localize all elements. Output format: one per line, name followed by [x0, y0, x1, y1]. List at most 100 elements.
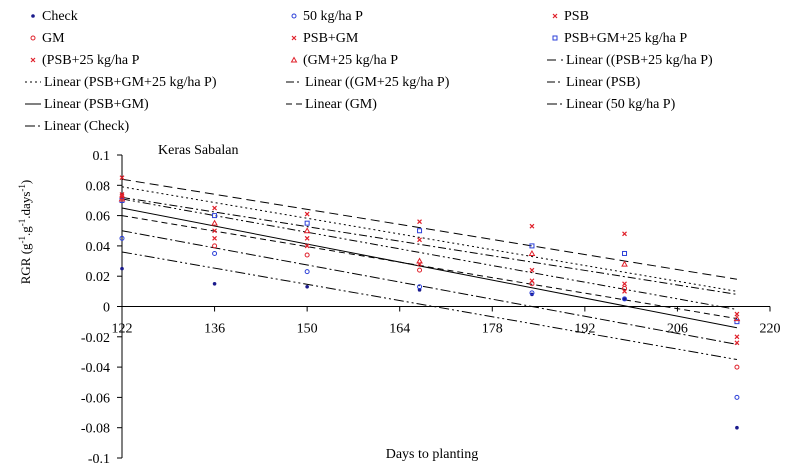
legend-label: Linear (PSB) [566, 75, 641, 90]
data-point [120, 266, 124, 271]
legend: Check 50 kg/ha P PSB GM PSB+GM PSB+GM+25 kg/h… [25, 9, 713, 134]
legend-entry-linear-gm: Linear (GM) [286, 97, 377, 112]
legend-marker [291, 13, 297, 19]
data-point [212, 243, 218, 249]
data-point [622, 231, 627, 237]
trendline-linear-gm-25-kg-ha-p [121, 196, 738, 295]
legend-marker [30, 57, 36, 63]
data-point [529, 223, 535, 229]
data-point [622, 250, 628, 256]
y-tick-label: 0.08 [86, 179, 111, 194]
data-point [417, 237, 422, 243]
legend-label: Linear (PSB+GM+25 kg/ha P) [44, 75, 217, 90]
data-point [211, 219, 218, 226]
data-point [417, 228, 423, 234]
legend-entry-gm: GM [30, 31, 65, 46]
x-tick-label: 164 [389, 322, 410, 337]
series-psb-gm-25-kg-ha-p [119, 197, 740, 325]
legend-marker [291, 35, 297, 41]
data-point [119, 175, 125, 181]
x-tick-label: 220 [760, 322, 781, 337]
y-tick-label: -0.08 [81, 422, 110, 437]
y-tick-label: -0.1 [88, 452, 110, 464]
data-point [735, 425, 739, 430]
legend-label: Linear (Check) [44, 119, 129, 134]
x-axis-label: Days to planting [386, 447, 479, 462]
legend-label: PSB [564, 9, 589, 24]
data-point [212, 213, 218, 219]
legend-entry-linear-psb: Linear (PSB) [547, 75, 641, 90]
trendline-linear-psb-gm [121, 207, 738, 329]
data-point [734, 340, 740, 346]
legend-label: Check [42, 9, 78, 24]
series-psb-gm [119, 191, 740, 346]
data-point [212, 235, 217, 241]
data-point [304, 243, 310, 249]
trendline-linear-50-kg-ha-p [121, 230, 738, 345]
data-point [529, 267, 535, 273]
legend-entry-psb: PSB [552, 9, 589, 24]
data-point [529, 278, 535, 284]
data-point [212, 250, 218, 256]
data-point [304, 252, 310, 258]
data-point [119, 191, 125, 197]
x-tick-label: 122 [112, 322, 133, 337]
data-point [212, 205, 217, 211]
data-point [303, 227, 311, 234]
x-tick-label: 192 [574, 322, 595, 337]
legend-entry-check: Check [31, 9, 78, 24]
data-point [622, 281, 627, 287]
data-point [304, 211, 310, 217]
data-point [529, 243, 535, 249]
series-check [120, 266, 739, 430]
data-point [417, 284, 423, 290]
data-point [734, 319, 740, 325]
data-point [119, 235, 125, 241]
data-point [416, 257, 423, 264]
data-point [622, 296, 628, 302]
data-point [734, 394, 740, 400]
legend-label: 50 kg/ha P [303, 9, 363, 24]
legend-entry-psb-gm-25-kg-ha-p: PSB+GM+25 kg/ha P [552, 31, 687, 46]
legend-label: PSB+GM+25 kg/ha P [564, 31, 687, 46]
data-point [417, 267, 423, 273]
legend-entry-psb-25-kg-ha-p: (PSB+25 kg/ha P [30, 53, 140, 68]
trendline-linear-gm [121, 215, 738, 320]
legend-entry-linear-psb-gm-25-kg-ha-p: Linear (PSB+GM+25 kg/ha P) [25, 75, 217, 90]
x-tick-label: 150 [297, 322, 318, 337]
series-psb-25-kg-ha-p [119, 193, 740, 340]
data-point [734, 334, 740, 340]
data-point [529, 290, 535, 296]
legend-entry-linear-psb-gm: Linear (PSB+GM) [25, 97, 149, 112]
legend-entry-linear-check: Linear (Check) [25, 119, 129, 134]
legend-entry-psb-gm: PSB+GM [291, 31, 359, 46]
series-gm [119, 194, 740, 370]
y-tick-label: 0.06 [86, 210, 111, 225]
legend-entry-50-kg-ha-p: 50 kg/ha P [291, 9, 363, 24]
y-tick-label: -0.06 [81, 391, 110, 406]
legend-label: Linear (PSB+GM) [44, 97, 149, 112]
y-tick-label: 0 [103, 301, 110, 316]
data-point [622, 285, 628, 291]
data-point [212, 281, 217, 286]
series-psb [119, 175, 740, 317]
data-point [529, 281, 535, 287]
data-point [733, 315, 741, 322]
data-point [304, 220, 310, 226]
data-point [118, 195, 126, 202]
legend-entry-linear-gm-25-kg-ha-p: Linear ((GM+25 kg/ha P) [286, 75, 450, 90]
x-tick-label: 178 [482, 322, 503, 337]
legend-entry-gm-25-kg-ha-p: (GM+25 kg/ha P [290, 53, 398, 68]
legend-entry-linear-psb-25-kg-ha-p: Linear ((PSB+25 kg/ha P) [547, 53, 713, 68]
trendline-linear-psb-gm-25-kg-ha-p [121, 186, 738, 292]
y-tick-label: 0.04 [86, 240, 111, 255]
legend-marker [30, 35, 36, 41]
data-point [622, 297, 627, 301]
data-point [212, 228, 217, 234]
data-point [734, 364, 740, 370]
data-point [528, 249, 536, 256]
y-axis-label: RGR (g-1.g-1.days-1) [17, 180, 33, 285]
legend-label: GM [42, 31, 65, 46]
legend-marker [552, 35, 558, 41]
